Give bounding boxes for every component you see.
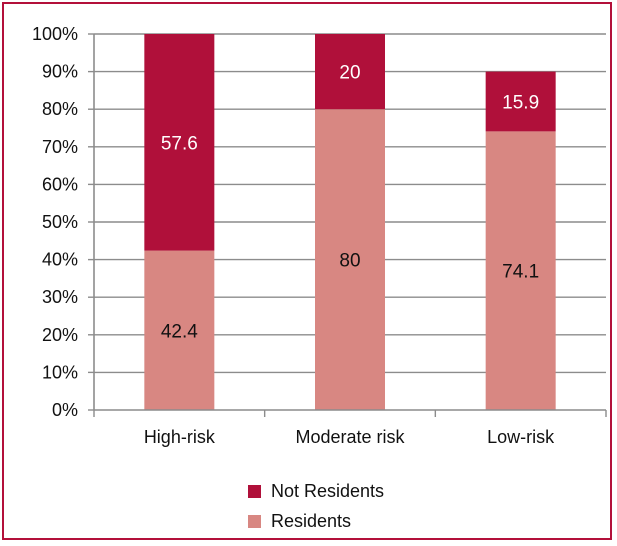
y-tick-label: 90% [42, 62, 78, 82]
x-category-label: Low-risk [487, 427, 555, 447]
y-tick-label: 70% [42, 137, 78, 157]
y-tick-label: 80% [42, 99, 78, 119]
data-label-not-residents: 57.6 [161, 133, 198, 154]
bar-not-residents [315, 34, 385, 110]
y-tick-label: 20% [42, 325, 78, 345]
legend-item-residents: Residents [248, 506, 488, 536]
x-category-label: Moderate risk [295, 427, 405, 447]
data-label-residents: 42.4 [161, 321, 198, 342]
x-axis-labels: High-risk Moderate risk Low-risk [144, 427, 555, 447]
legend-swatch-not-residents [248, 484, 261, 498]
y-tick-label: 30% [42, 287, 78, 307]
data-label-not-residents: 15.9 [502, 92, 539, 113]
y-tick-label: 10% [42, 362, 78, 382]
bar-not-residents [144, 34, 215, 251]
bar-residents [144, 250, 215, 410]
legend-item-not-residents: Not Residents [248, 476, 488, 506]
y-tick-label: 100% [32, 24, 78, 44]
data-label-residents: 80 [339, 251, 360, 272]
data-label-not-residents: 20 [339, 63, 360, 84]
legend-label-not-residents: Not Residents [271, 480, 385, 501]
bar-not-residents [485, 71, 556, 132]
x-category-label: High-risk [144, 427, 216, 447]
data-label-residents: 74.1 [502, 262, 539, 283]
bar-residents [485, 131, 556, 410]
legend-swatch-residents [248, 514, 261, 528]
y-axis-ticks: 0% 10% 20% 30% 40% 50% 60% 70% 80% 90% 100% [32, 24, 94, 420]
y-tick-label: 40% [42, 250, 78, 270]
y-tick-label: 0% [52, 400, 78, 420]
bars: 42.4 57.6 80 20 74.1 15.9 [144, 34, 556, 410]
legend: Not Residents Residents [248, 476, 488, 536]
y-tick-label: 60% [42, 174, 78, 194]
legend-label-residents: Residents [271, 510, 352, 531]
axes [93, 34, 607, 417]
bar-residents [315, 109, 385, 410]
y-tick-label: 50% [42, 212, 78, 232]
